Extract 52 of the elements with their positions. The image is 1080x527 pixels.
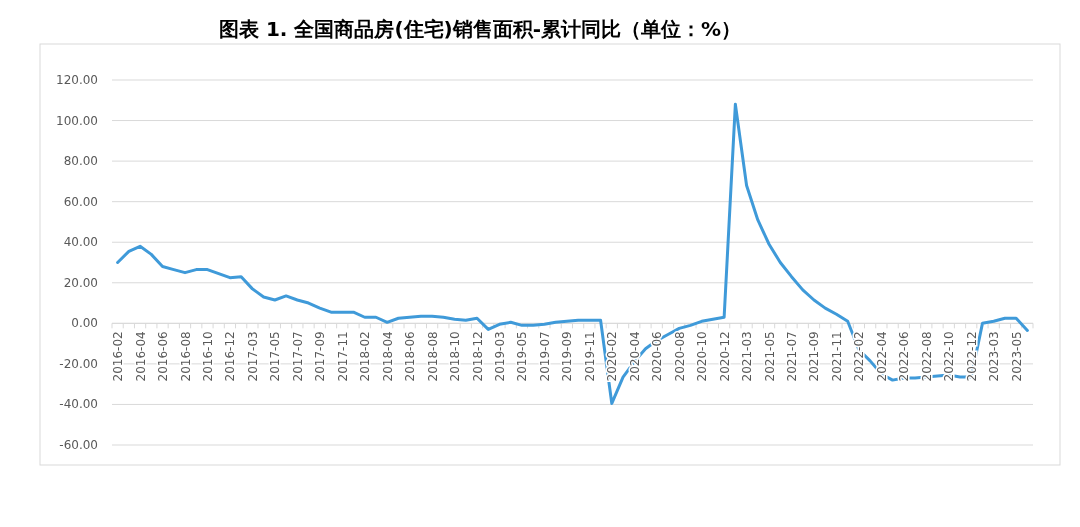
x-tick-label: 2017-09 <box>313 331 328 382</box>
x-tick-label: 2020-08 <box>672 331 687 382</box>
x-tick-label: 2022-12 <box>964 331 979 382</box>
y-tick-label: 120.00 <box>56 73 98 87</box>
x-tick-label: 2022-06 <box>897 331 912 382</box>
x-tick-label: 2016-06 <box>156 331 171 382</box>
x-tick-label: 2021-11 <box>829 331 844 382</box>
x-tick-label: 2022-04 <box>874 331 889 382</box>
x-tick-label: 2022-10 <box>942 331 957 382</box>
y-tick-label: 60.00 <box>63 194 98 209</box>
x-tick-label: 2021-07 <box>785 331 800 382</box>
x-tick-label: 2017-05 <box>268 331 283 382</box>
y-tick-label: 20.00 <box>63 275 98 290</box>
x-tick-label: 2018-10 <box>448 331 463 382</box>
x-tick-label: 2018-08 <box>425 331 440 382</box>
x-tick-label: 2016-10 <box>200 331 215 382</box>
x-tick-label: 2020-04 <box>627 331 642 382</box>
x-tick-label: 2018-06 <box>403 331 418 382</box>
x-tick-label: 2019-11 <box>582 331 597 382</box>
x-tick-label: 2018-02 <box>358 331 373 382</box>
y-tick-label: 100.00 <box>56 113 98 128</box>
x-tick-label: 2021-05 <box>762 331 777 382</box>
x-tick-label: 2020-12 <box>717 331 732 382</box>
x-tick-label: 2019-07 <box>537 331 552 382</box>
x-tick-label: 2021-09 <box>807 331 822 382</box>
x-tick-label: 2022-02 <box>852 331 867 382</box>
x-tick-label: 2019-03 <box>492 331 507 382</box>
x-tick-label: 2020-06 <box>650 331 665 382</box>
x-tick-label: 2023-03 <box>987 331 1002 382</box>
x-tick-label: 2019-09 <box>560 331 575 382</box>
x-tick-label: 2021-03 <box>740 331 755 382</box>
x-tick-label: 2016-02 <box>111 331 126 382</box>
x-tick-label: 2016-04 <box>133 331 148 382</box>
y-tick-label: 40.00 <box>63 235 98 250</box>
x-tick-label: 2018-04 <box>380 331 395 382</box>
y-tick-label: -20.00 <box>59 356 98 371</box>
x-tick-label: 2023-05 <box>1009 331 1024 382</box>
x-tick-label: 2017-11 <box>335 331 350 382</box>
y-tick-label: -40.00 <box>59 397 98 412</box>
x-tick-label: 2019-05 <box>515 331 530 382</box>
x-tick-label: 2016-12 <box>223 331 238 382</box>
y-tick-label: 80.00 <box>63 154 98 169</box>
x-tick-label: 2017-03 <box>245 331 260 382</box>
y-tick-label: -60.00 <box>59 438 98 452</box>
x-tick-label: 2020-10 <box>695 331 710 382</box>
y-tick-label: 0.00 <box>71 316 98 331</box>
x-tick-label: 2017-07 <box>290 331 305 382</box>
x-tick-label: 2020-02 <box>605 331 620 382</box>
x-tick-label: 2016-08 <box>178 331 193 382</box>
x-tick-label: 2018-12 <box>470 331 485 382</box>
chart-title: 图表 1. 全国商品房(住宅)销售面积-累计同比（单位：%） <box>218 17 742 41</box>
x-tick-label: 2022-08 <box>919 331 934 382</box>
